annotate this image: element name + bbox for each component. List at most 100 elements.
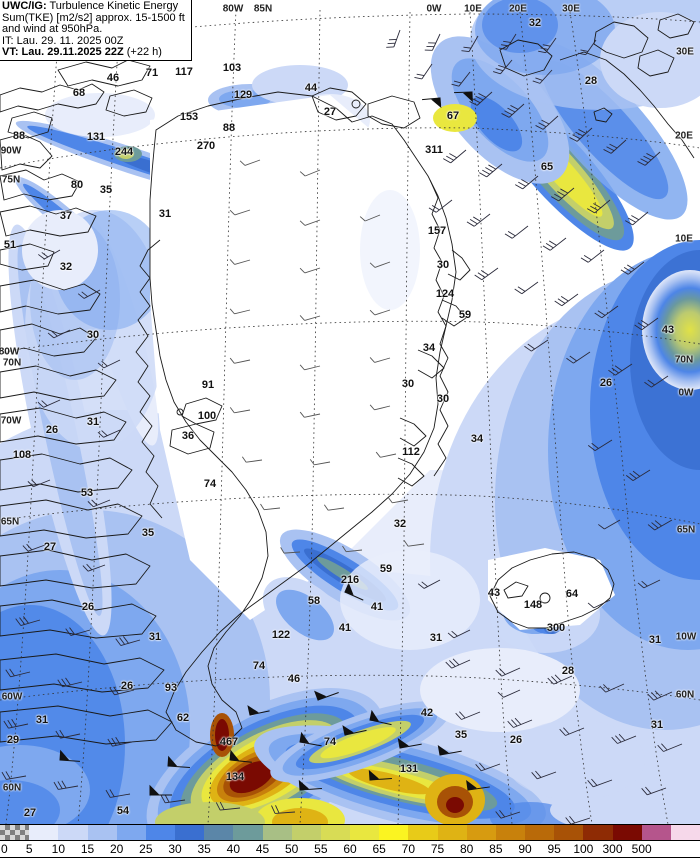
colorbar-segment: [525, 825, 555, 840]
station-value: 51: [3, 239, 17, 251]
station-value: 26: [599, 377, 613, 389]
colorbar-tick: 55: [314, 842, 328, 856]
station-value: 148: [523, 599, 543, 611]
station-value: 35: [454, 729, 468, 741]
station-value: 157: [427, 225, 447, 237]
station-value: 46: [106, 72, 120, 84]
colorbar-tick: 75: [430, 842, 445, 856]
wind-barb-layer: [1, 29, 683, 824]
station-value: 34: [422, 342, 436, 354]
station-value: 53: [80, 487, 94, 499]
colorbar-segment: [262, 825, 292, 840]
map-graphics: [0, 0, 700, 824]
graticule-label: 80W: [222, 3, 244, 15]
graticule-label: 20E: [509, 3, 527, 15]
graticule-label: 70N: [674, 354, 694, 366]
station-value: 131: [399, 763, 419, 775]
graticule-label: 30E: [676, 46, 694, 58]
valid-time-line: VT: Lau. 29.11.2025 22Z (+22 h): [2, 47, 189, 59]
graticule-label: 10E: [675, 233, 693, 245]
colorbar-segment: [466, 825, 496, 840]
station-value: 93: [164, 682, 178, 694]
graticule-label: 75N: [1, 174, 21, 186]
station-value: 71: [145, 67, 159, 79]
wind-pennant-layer: [59, 91, 490, 796]
station-value: 41: [338, 622, 352, 634]
station-value: 59: [379, 563, 393, 575]
colorbar-segment: [87, 825, 117, 840]
graticule-label: 70W: [0, 415, 22, 427]
colorbar-segment: [233, 825, 263, 840]
station-value: 62: [176, 712, 190, 724]
colorbar-segment: [29, 825, 59, 840]
tke-shading-layer: [0, 0, 700, 824]
colorbar-tick: 90: [518, 842, 532, 856]
graticule-label: 80W: [0, 346, 20, 358]
colorbar-tick: 45: [255, 842, 270, 856]
product-title: Turbulence Kinetic Energy: [46, 0, 179, 12]
graticule-label: 85N: [253, 3, 273, 15]
colorbar-segment: [350, 825, 380, 840]
station-value: 37: [59, 210, 73, 222]
station-value: 34: [470, 433, 484, 445]
colorbar-tick: 10: [51, 842, 66, 856]
colorbar-segment: [0, 825, 30, 840]
station-value: 68: [72, 87, 86, 99]
station-value: 270: [196, 140, 216, 152]
colorbar-segment: [641, 825, 671, 840]
colorbar-segment: [291, 825, 321, 840]
station-value: 112: [402, 446, 420, 458]
colorbar-tick: 300: [602, 842, 623, 856]
station-value: 80: [70, 179, 84, 191]
station-value: 43: [487, 587, 501, 599]
colorbar-segment: [204, 825, 234, 840]
station-value: 31: [35, 714, 49, 726]
init-time-line: IT: Lau. 29. 11. 2025 00Z: [2, 34, 124, 47]
station-value: 28: [561, 665, 575, 677]
colorbar-segment: [554, 825, 584, 840]
station-value: 43: [661, 324, 675, 336]
colorbar-segment: [437, 825, 467, 840]
info-line-2: Sum(TKE) [m2/s2] approx. 15-1500 ft: [2, 11, 185, 24]
colorbar-segment: [670, 825, 700, 840]
station-value: 103: [222, 62, 242, 74]
station-value: 88: [12, 130, 26, 142]
graticule-label: 60N: [2, 782, 22, 794]
station-value: 300: [546, 622, 566, 634]
station-value: 26: [81, 601, 95, 613]
station-value: 30: [436, 259, 450, 271]
colorbar-tick-labels: 0 5 10 15 20 25 30 35 40 45 50 55 60 65 70 75 80 85 90 95 10…: [0, 840, 700, 858]
station-value: 32: [528, 17, 542, 29]
station-value: 122: [271, 629, 291, 641]
info-line-1: UWC/IG: Turbulence Kinetic Energy: [2, 0, 189, 13]
station-value: 88: [222, 122, 236, 134]
colorbar[interactable]: 0 5 10 15 20 25 30 35 40 45 50 55 60 65 70 75 80 85 90 95 10…: [0, 824, 700, 858]
station-value: 26: [120, 680, 134, 692]
valid-time: VT: Lau. 29.11.2025 22Z: [2, 46, 124, 59]
station-value: 131: [86, 131, 106, 143]
station-value: 42: [420, 707, 434, 719]
station-value: 64: [565, 588, 579, 600]
station-value: 31: [650, 719, 664, 731]
station-value: 311: [425, 144, 443, 156]
weather-map-canvas[interactable]: 71 117 103 68 46 44 129 27 67 88 131 153 88 244 311 65 3…: [0, 0, 700, 824]
graticule-label: 70N: [2, 357, 22, 369]
station-value: 28: [584, 75, 598, 87]
graticule-label: 65N: [0, 516, 20, 528]
station-value: 74: [323, 736, 337, 748]
graticule-label: 20E: [675, 130, 693, 142]
colorbar-tick: 70: [401, 842, 416, 856]
station-value: 30: [86, 329, 100, 341]
graticule-label: 30E: [562, 3, 580, 15]
station-value: 35: [141, 527, 155, 539]
station-value: 59: [458, 309, 472, 321]
colorbar-tick: 35: [197, 842, 211, 856]
station-value: 74: [203, 478, 217, 490]
colorbar-tick: 60: [343, 842, 357, 856]
colorbar-tick: 20: [109, 842, 124, 856]
colorbar-tick: 80: [459, 842, 474, 856]
station-value: 27: [323, 106, 337, 118]
colorbar-segment: [379, 825, 409, 840]
station-value: 67: [446, 110, 460, 122]
